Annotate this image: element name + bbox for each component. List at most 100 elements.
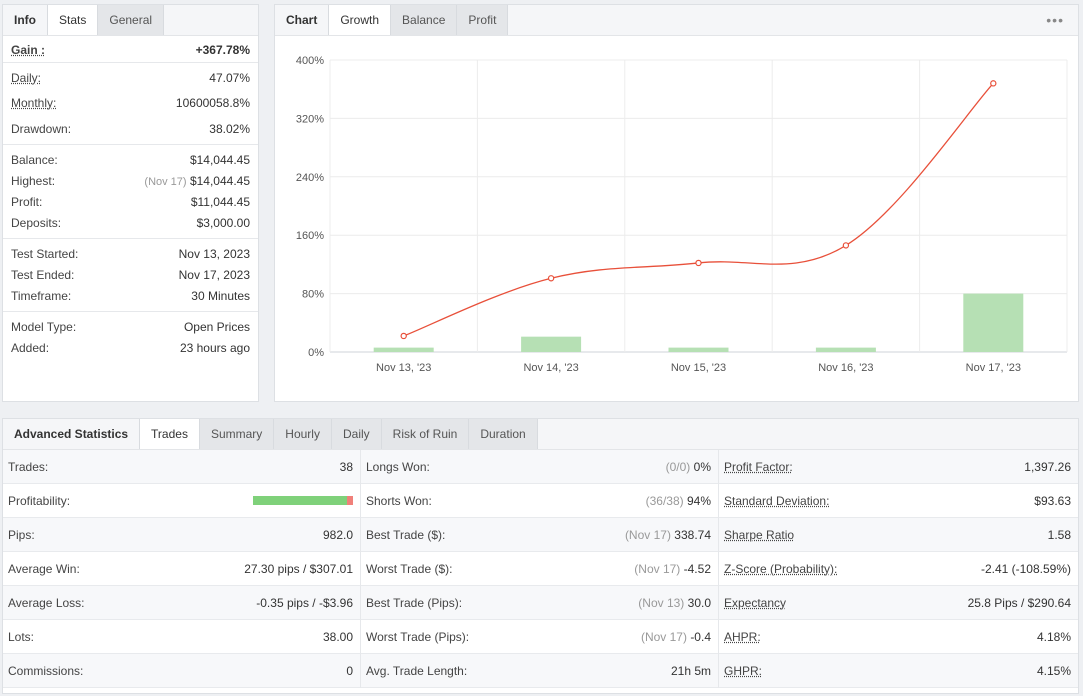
y-tick-label: 80% <box>302 289 324 301</box>
x-tick-label: Nov 14, '23 <box>523 362 578 374</box>
stat-row-daily: Daily: 47.07% <box>11 67 250 88</box>
tab-risk-of-ruin[interactable]: Risk of Ruin <box>381 419 470 449</box>
advanced-column-3: Profit Factor: 1,397.26 Standard Deviatio… <box>719 450 1078 688</box>
table-row: Profitability: <box>3 484 360 518</box>
trades-label: Trades: <box>8 459 49 474</box>
profitability-bar-positive <box>253 496 347 505</box>
stat-row-profit: Profit: $11,044.45 <box>11 191 250 212</box>
table-row: AHPR: 4.18% <box>719 620 1078 654</box>
stat-row-deposits: Deposits: $3,000.00 <box>11 212 250 233</box>
growth-series-line <box>403 82 994 337</box>
more-options-icon[interactable]: ••• <box>1046 12 1064 28</box>
table-row: Commissions: 0 <box>3 654 360 688</box>
chart-bar <box>521 336 582 352</box>
stat-row-test-ended: Test Ended: Nov 17, 2023 <box>11 264 250 285</box>
tab-advanced-statistics[interactable]: Advanced Statistics <box>3 419 141 449</box>
monthly-value: 10600058.8% <box>175 96 250 110</box>
advanced-column-1: Trades: 38 Profitability: Pips: 982.0 Aver… <box>3 450 361 688</box>
chart-bar <box>815 347 876 352</box>
gain-label[interactable]: Gain : <box>11 42 46 57</box>
ghpr-value: 4.15% <box>1036 663 1071 678</box>
commissions-label: Commissions: <box>8 663 84 678</box>
drawdown-label: Drawdown: <box>11 121 72 136</box>
profit-value: $11,044.45 <box>190 194 250 209</box>
tab-daily[interactable]: Daily <box>331 419 382 449</box>
worst-trade-usd-value: -4.52 <box>683 561 711 576</box>
stats-group-balance: Balance: $14,044.45 Highest: (Nov 17) $1… <box>3 145 258 239</box>
y-tick-label: 400% <box>296 55 324 67</box>
tab-profit[interactable]: Profit <box>457 5 509 35</box>
z-score-label[interactable]: Z-Score (Probability): <box>724 561 838 576</box>
timeframe-label: Timeframe: <box>11 288 72 303</box>
longs-won-value: 0% <box>693 459 711 474</box>
table-row: Sharpe Ratio 1.58 <box>719 518 1078 552</box>
stats-group-rates: Daily: 47.07% Monthly: 10600058.8% Drawd… <box>3 63 258 145</box>
tab-duration[interactable]: Duration <box>469 419 538 449</box>
table-row: Average Loss: -0.35 pips / -$3.96 <box>3 586 360 620</box>
stat-row-monthly: Monthly: 10600058.8% <box>11 88 250 118</box>
x-tick-label: Nov 15, '23 <box>671 362 726 374</box>
stats-group-model: Model Type: Open Prices Added: 23 hours … <box>3 312 258 363</box>
avg-trade-length-value: 21h 5m <box>670 663 711 678</box>
expectancy-value: 25.8 Pips / $290.64 <box>967 595 1071 610</box>
stat-row-added: Added: 23 hours ago <box>11 337 250 358</box>
tab-growth[interactable]: Growth <box>329 5 392 35</box>
table-row: Avg. Trade Length: 21h 5m <box>361 654 718 688</box>
tab-stats[interactable]: Stats <box>48 5 99 35</box>
z-score-value: -2.41 (-108.59%) <box>980 561 1071 576</box>
x-tick-label: Nov 17, '23 <box>966 362 1021 374</box>
tab-hourly[interactable]: Hourly <box>274 419 332 449</box>
tab-info[interactable]: Info <box>3 5 48 35</box>
timeframe-value: 30 Minutes <box>191 288 250 303</box>
advanced-statistics-panel: Advanced Statistics Trades Summary Hourl… <box>2 418 1079 694</box>
longs-won-count: (0/0) <box>665 459 691 474</box>
daily-label[interactable]: Daily: <box>11 70 42 85</box>
deposits-value: $3,000.00 <box>196 215 250 230</box>
stat-row-model-type: Model Type: Open Prices <box>11 316 250 337</box>
shorts-won-count: (36/38) <box>645 493 684 508</box>
highest-date: (Nov 17) <box>144 175 187 188</box>
growth-point <box>547 275 555 282</box>
monthly-label[interactable]: Monthly: <box>11 96 57 110</box>
standard-deviation-label[interactable]: Standard Deviation: <box>724 493 830 508</box>
average-win-label: Average Win: <box>8 561 80 576</box>
advanced-tabs: Advanced Statistics Trades Summary Hourl… <box>3 419 1078 450</box>
tab-balance[interactable]: Balance <box>391 5 458 35</box>
sharpe-ratio-label[interactable]: Sharpe Ratio <box>724 527 795 542</box>
stat-row-timeframe: Timeframe: 30 Minutes <box>11 285 250 306</box>
profit-label: Profit: <box>11 194 43 209</box>
shorts-won-label: Shorts Won: <box>366 493 432 508</box>
tab-general[interactable]: General <box>98 5 165 35</box>
test-ended-label: Test Ended: <box>11 267 75 282</box>
expectancy-label[interactable]: Expectancy <box>724 595 787 610</box>
ghpr-label[interactable]: GHPR: <box>724 663 763 678</box>
table-row: Best Trade (Pips): (Nov 13) 30.0 <box>361 586 718 620</box>
chart-panel: Chart Growth Balance Profit ••• 0% 80% 160… <box>274 4 1079 402</box>
table-row: Average Win: 27.30 pips / $307.01 <box>3 552 360 586</box>
x-tick-label: Nov 16, '23 <box>818 362 873 374</box>
profitability-label: Profitability: <box>8 493 71 508</box>
tab-trades[interactable]: Trades <box>140 419 200 449</box>
tab-chart[interactable]: Chart <box>275 5 330 35</box>
pips-value: 982.0 <box>322 527 353 542</box>
growth-chart: 0% 80% 160% 240% 320% 400% Nov 13, '23 Nov 14, … <box>296 55 1068 374</box>
growth-point <box>990 80 997 87</box>
added-label: Added: <box>11 340 50 355</box>
table-row: Lots: 38.00 <box>3 620 360 654</box>
table-row: Expectancy 25.8 Pips / $290.64 <box>719 586 1078 620</box>
worst-trade-pips-date: (Nov 17) <box>640 629 687 644</box>
ahpr-label[interactable]: AHPR: <box>724 629 761 644</box>
stat-row-drawdown: Drawdown: 38.02% <box>11 118 250 139</box>
highest-label: Highest: <box>11 173 56 188</box>
table-row: Worst Trade ($): (Nov 17) -4.52 <box>361 552 718 586</box>
x-tick-label: Nov 13, '23 <box>376 362 431 374</box>
average-loss-value: -0.35 pips / -$3.96 <box>256 595 353 610</box>
longs-won-label: Longs Won: <box>366 459 430 474</box>
growth-point <box>695 259 702 267</box>
tab-summary[interactable]: Summary <box>199 419 275 449</box>
y-tick-label: 160% <box>296 230 324 242</box>
profit-factor-label[interactable]: Profit Factor: <box>724 459 793 474</box>
worst-trade-usd-label: Worst Trade ($): <box>366 561 453 576</box>
avg-trade-length-label: Avg. Trade Length: <box>366 663 468 678</box>
drawdown-value: 38.02% <box>209 121 250 136</box>
